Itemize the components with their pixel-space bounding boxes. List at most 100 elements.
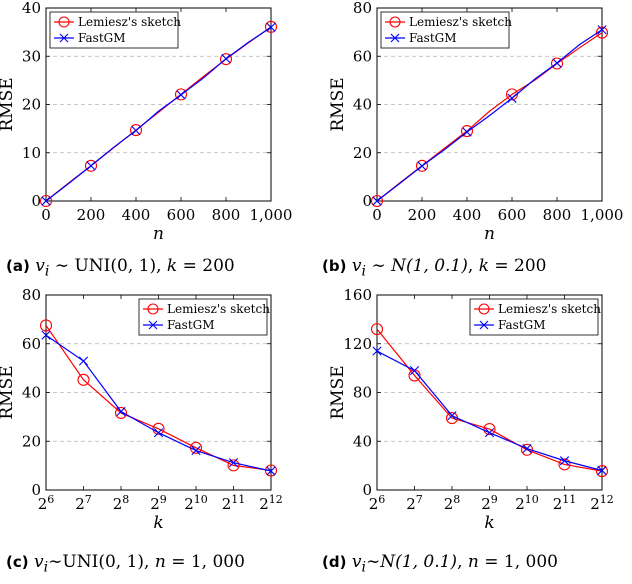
data-point-fastgm [447, 411, 457, 421]
data-point-fastgm [86, 161, 96, 171]
x-tick-label: 212 [259, 493, 283, 513]
x-tick-label: 28 [113, 493, 130, 513]
caption-subscript: i [361, 559, 366, 576]
caption-subscript: i [43, 559, 49, 576]
data-point-lemiesz-s-sketch [415, 159, 429, 172]
data-point-lemiesz-s-sketch [558, 458, 571, 471]
data-point-fastgm [559, 456, 570, 466]
y-tick-label: 80 [22, 286, 41, 304]
data-point-fastgm [41, 196, 51, 206]
data-point-lemiesz-s-sketch [460, 124, 474, 138]
data-point-fastgm [153, 428, 164, 438]
data-point-fastgm [131, 125, 141, 136]
legend: Lemiesz's sketch FastGM [469, 298, 601, 336]
legend-label-fastgm: FastGM [409, 31, 457, 45]
x-tick-label: 400 [122, 206, 151, 224]
y-tick-label: 30 [22, 47, 41, 65]
y-tick-label: 10 [22, 144, 41, 162]
caption-param: k [478, 256, 489, 276]
x-tick-label: 1,000 [250, 206, 293, 224]
data-point-fastgm [228, 458, 239, 468]
x-tick-label: 800 [543, 206, 572, 224]
data-point-fastgm [597, 465, 607, 476]
x-axis-label: k [153, 513, 163, 533]
caption-label: (a) [6, 257, 30, 275]
data-point-fastgm [522, 443, 532, 454]
data-point-fastgm [41, 330, 51, 340]
data-point-lemiesz-s-sketch [264, 20, 278, 33]
data-point-lemiesz-s-sketch [39, 194, 53, 208]
data-point-lemiesz-s-sketch [550, 57, 564, 70]
legend-box [138, 298, 268, 336]
y-tick-label: 40 [22, 0, 41, 17]
caption-distribution: N(1, 0.1) [391, 256, 468, 276]
caption-b: (b) vi ∼ N(1, 0.1), k = 200 [322, 256, 547, 280]
data-point-lemiesz-s-sketch [77, 373, 90, 386]
y-tick-label: 80 [353, 384, 372, 402]
y-tick-label: 0 [31, 192, 41, 210]
caption-relation: ∼ [54, 256, 70, 276]
data-point-fastgm [507, 93, 517, 103]
data-point-fastgm [484, 428, 495, 438]
data-point-fastgm [266, 466, 276, 476]
caption-label: (c) [6, 553, 29, 571]
legend-label-fastgm: FastGM [167, 318, 215, 332]
legend-marker-lemiesz-s-sketch [147, 303, 159, 315]
data-point-lemiesz-s-sketch [39, 319, 53, 332]
y-tick-label: 40 [353, 96, 372, 114]
caption-distribution: UNI(0, 1) [62, 552, 145, 572]
caption-param-value: = 1, 000 [171, 552, 245, 572]
legend-marker-fastgm [390, 33, 400, 43]
data-point-fastgm [372, 346, 382, 356]
data-point-fastgm [372, 196, 382, 206]
caption-distribution: N(1, 0.1) [380, 552, 458, 572]
data-point-lemiesz-s-sketch [370, 323, 384, 336]
data-point-lemiesz-s-sketch [595, 465, 609, 478]
caption-relation: ∼ [48, 552, 63, 572]
legend-marker-fastgm [479, 320, 489, 330]
series-line-lemiesz-s-sketch [45, 325, 272, 472]
caption-param: n [154, 552, 166, 572]
data-point-lemiesz-s-sketch [174, 88, 188, 101]
data-point-lemiesz-s-sketch [84, 159, 98, 172]
x-tick-label: 600 [167, 206, 196, 224]
y-tick-label: 120 [343, 335, 372, 353]
data-point-fastgm [266, 22, 276, 32]
data-point-fastgm [78, 356, 89, 366]
y-axis-label: RMSE [0, 365, 17, 419]
data-point-fastgm [191, 445, 201, 456]
caption-a: (a) vi ∼ UNI(0, 1), k = 200 [6, 256, 235, 280]
data-point-lemiesz-s-sketch [114, 406, 128, 420]
y-axis-label: RMSE [328, 365, 348, 419]
y-tick-label: 60 [353, 47, 372, 65]
x-tick-label: 1,000 [581, 206, 624, 224]
legend-label-fastgm: FastGM [498, 318, 546, 332]
y-tick-label: 20 [22, 96, 41, 114]
caption-param-value: = 1, 000 [484, 552, 558, 572]
data-point-lemiesz-s-sketch [370, 194, 384, 208]
data-point-fastgm [176, 90, 186, 100]
legend-marker-lemiesz-s-sketch [58, 16, 70, 28]
legend: Lemiesz's sketch FastGM [49, 11, 181, 49]
x-tick-label: 600 [498, 206, 527, 224]
data-point-lemiesz-s-sketch [595, 26, 609, 39]
x-tick-label: 28 [444, 493, 461, 513]
data-point-fastgm [221, 54, 231, 64]
y-axis-label: RMSE [0, 77, 17, 131]
data-point-fastgm [116, 406, 126, 417]
x-axis-label: k [484, 513, 494, 533]
chart-d: 0 40 80 120 160 26 27 28 29 210 211 212 k RMSE Lemiesz… [328, 286, 614, 533]
legend-label-fastgm: FastGM [78, 31, 126, 45]
caption-variable: v [35, 256, 45, 276]
caption-c: (c) vi∼UNI(0, 1), n = 1, 000 [6, 552, 245, 576]
series-line-fastgm [376, 29, 603, 202]
x-tick-label: 211 [553, 493, 577, 513]
y-axis-label: RMSE [328, 77, 348, 131]
data-point-lemiesz-s-sketch [483, 423, 496, 436]
data-point-lemiesz-s-sketch [219, 53, 233, 66]
x-tick-label: 29 [481, 493, 498, 513]
series-line-lemiesz-s-sketch [376, 32, 603, 202]
